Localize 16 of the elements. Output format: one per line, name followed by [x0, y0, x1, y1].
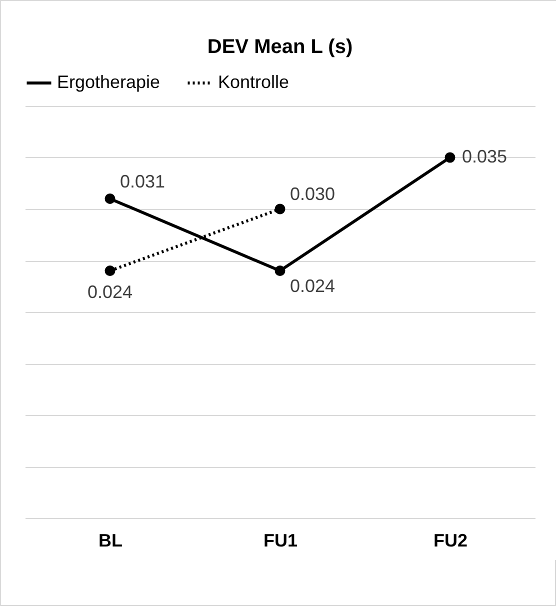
data-label: 0.030: [290, 184, 336, 204]
x-tick-label: BL: [98, 530, 122, 550]
x-tick-label: FU2: [433, 530, 468, 550]
legend-label: Ergotherapie: [57, 72, 160, 92]
data-label: 0.024: [290, 276, 336, 296]
chart-title: DEV Mean L (s): [207, 36, 353, 58]
point: [444, 152, 456, 163]
x-tick-label: FU1: [263, 530, 298, 550]
legend-label: Kontrolle: [218, 72, 290, 92]
data-label: 0.031: [120, 172, 166, 192]
point: [104, 266, 116, 276]
data-label: 0.024: [87, 282, 133, 302]
point: [104, 193, 116, 204]
data-label: 0.035: [462, 146, 508, 166]
point: [274, 266, 286, 276]
point: [274, 204, 286, 214]
